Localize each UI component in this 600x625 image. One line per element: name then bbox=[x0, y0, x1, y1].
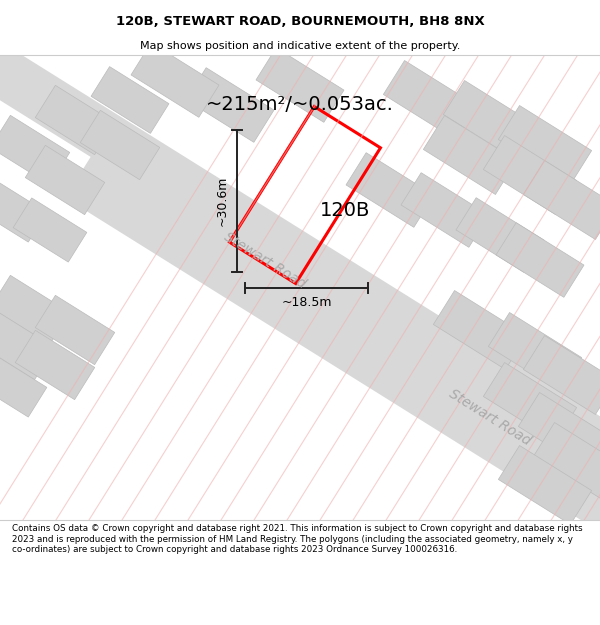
Polygon shape bbox=[65, 156, 600, 625]
Polygon shape bbox=[456, 198, 544, 272]
Polygon shape bbox=[499, 446, 592, 524]
Polygon shape bbox=[35, 86, 115, 154]
Text: ~18.5m: ~18.5m bbox=[281, 296, 332, 309]
Polygon shape bbox=[518, 392, 600, 471]
Text: ~215m²/~0.053ac.: ~215m²/~0.053ac. bbox=[206, 96, 394, 114]
Polygon shape bbox=[533, 422, 600, 501]
Text: Contains OS data © Crown copyright and database right 2021. This information is : Contains OS data © Crown copyright and d… bbox=[12, 524, 583, 554]
Polygon shape bbox=[346, 152, 434, 228]
Polygon shape bbox=[496, 222, 584, 298]
Polygon shape bbox=[25, 146, 105, 214]
Polygon shape bbox=[131, 42, 219, 118]
Text: ~30.6m: ~30.6m bbox=[216, 176, 229, 226]
Text: Stewart Road: Stewart Road bbox=[446, 386, 533, 448]
Polygon shape bbox=[0, 276, 70, 344]
Polygon shape bbox=[424, 116, 517, 194]
Text: 120B: 120B bbox=[320, 201, 370, 219]
Polygon shape bbox=[484, 136, 577, 214]
Text: Map shows position and indicative extent of the property.: Map shows position and indicative extent… bbox=[140, 41, 460, 51]
Polygon shape bbox=[433, 291, 527, 369]
Polygon shape bbox=[443, 81, 536, 159]
Polygon shape bbox=[0, 353, 47, 417]
Polygon shape bbox=[484, 362, 577, 441]
Polygon shape bbox=[383, 61, 476, 139]
Polygon shape bbox=[523, 336, 600, 414]
Polygon shape bbox=[0, 178, 47, 242]
Polygon shape bbox=[0, 116, 70, 184]
Polygon shape bbox=[91, 67, 169, 133]
Polygon shape bbox=[0, 0, 600, 512]
Polygon shape bbox=[256, 48, 344, 122]
Polygon shape bbox=[0, 311, 55, 379]
Polygon shape bbox=[488, 312, 581, 391]
Polygon shape bbox=[523, 161, 600, 239]
Polygon shape bbox=[35, 296, 115, 364]
Text: 120B, STEWART ROAD, BOURNEMOUTH, BH8 8NX: 120B, STEWART ROAD, BOURNEMOUTH, BH8 8NX bbox=[116, 16, 484, 28]
Text: Stewart Road: Stewart Road bbox=[221, 229, 308, 291]
Polygon shape bbox=[401, 173, 489, 248]
Polygon shape bbox=[15, 331, 95, 399]
Polygon shape bbox=[186, 68, 274, 142]
Polygon shape bbox=[80, 111, 160, 179]
Polygon shape bbox=[499, 106, 592, 184]
Polygon shape bbox=[13, 198, 87, 262]
